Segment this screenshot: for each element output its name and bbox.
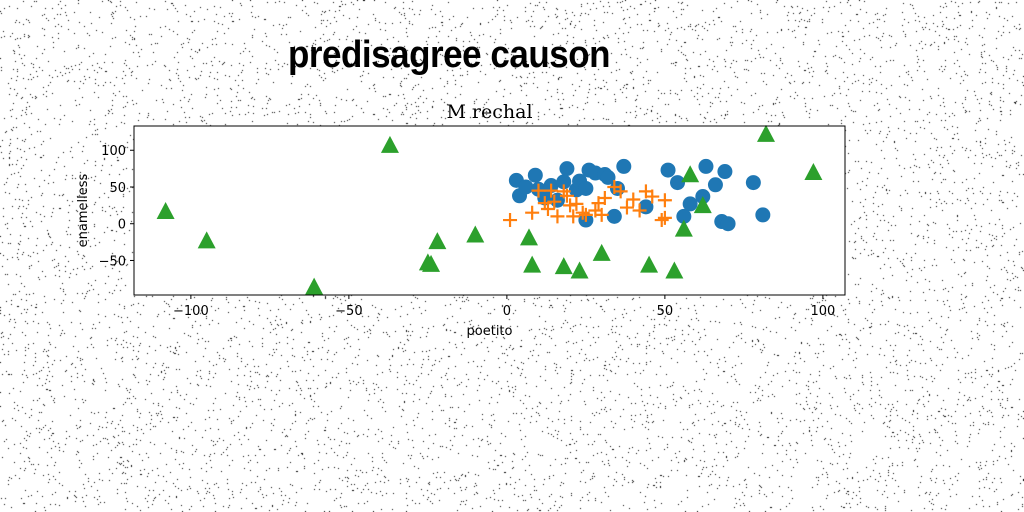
chart-title: M rechal	[446, 101, 532, 123]
plot-frame	[133, 125, 846, 296]
point-triangle	[156, 201, 175, 219]
point-plus	[569, 196, 584, 211]
point-triangle	[523, 255, 542, 273]
point-plus	[619, 200, 634, 215]
point-circle	[606, 208, 622, 224]
point-triangle	[681, 165, 700, 183]
y-tick-label: 100	[101, 144, 126, 159]
point-circle	[616, 158, 632, 174]
point-plus	[503, 213, 518, 228]
axis-ticks: −100 −50 0 50 100 −50 0 50 100	[99, 144, 836, 319]
point-plus	[559, 188, 574, 203]
point-circle	[755, 207, 771, 223]
point-circle	[556, 174, 572, 190]
y-tick-label: 50	[109, 181, 126, 196]
point-circle	[609, 180, 625, 196]
point-plus	[544, 183, 559, 198]
point-plus	[550, 209, 565, 224]
point-circle	[707, 177, 723, 193]
data-marks	[156, 124, 823, 295]
point-plus	[632, 203, 647, 218]
point-plus	[525, 205, 540, 220]
point-circle	[720, 216, 736, 232]
point-plus	[575, 205, 590, 220]
point-circle	[682, 196, 698, 212]
point-plus	[626, 192, 641, 207]
point-triangle	[466, 225, 485, 243]
point-plus	[654, 213, 669, 228]
point-circle	[670, 175, 686, 191]
point-triangle	[520, 228, 538, 246]
x-tick-label: −100	[173, 304, 209, 319]
point-plus	[657, 193, 672, 208]
point-plus	[537, 196, 552, 211]
point-triangle	[640, 255, 659, 273]
point-plus	[645, 189, 660, 204]
plot-area	[134, 126, 845, 295]
point-plus	[657, 210, 672, 225]
x-tick-label: 0	[503, 304, 511, 319]
point-circle	[717, 164, 733, 180]
point-triangle	[665, 261, 684, 279]
point-circle	[745, 175, 761, 191]
point-plus	[594, 207, 609, 222]
point-triangle	[693, 196, 712, 214]
point-triangle	[804, 163, 823, 181]
point-plus	[566, 209, 581, 224]
y-tick-label: 0	[118, 218, 126, 233]
point-triangle	[428, 232, 447, 250]
point-triangle	[554, 257, 573, 275]
point-triangle	[197, 231, 216, 249]
point-triangle	[674, 219, 693, 237]
point-circle	[676, 208, 692, 224]
point-triangle	[570, 261, 589, 279]
point-plus	[540, 202, 555, 217]
y-axis-label: enamelless	[76, 173, 91, 247]
point-circle	[600, 169, 616, 185]
point-plus	[563, 198, 578, 213]
point-triangle	[592, 243, 611, 261]
point-triangle	[422, 254, 441, 272]
point-triangle	[380, 135, 399, 153]
point-triangle	[757, 124, 775, 142]
x-tick-label: 100	[810, 304, 835, 319]
x-tick-label: −50	[335, 304, 362, 319]
point-triangle	[305, 277, 324, 295]
point-plus	[547, 194, 562, 209]
point-plus	[578, 207, 593, 222]
x-tick-label: 50	[657, 304, 674, 319]
point-circle	[698, 158, 714, 174]
point-plus	[613, 184, 628, 199]
point-circle	[559, 161, 575, 177]
point-plus	[531, 183, 546, 198]
point-circle	[527, 167, 543, 183]
y-tick-label: −50	[99, 254, 126, 269]
page-headline: predisagree causon	[288, 34, 611, 76]
point-circle	[660, 162, 676, 178]
point-circle	[518, 179, 534, 195]
point-circle	[578, 180, 594, 196]
x-axis-label: poetito	[467, 324, 513, 339]
point-plus	[597, 191, 612, 206]
